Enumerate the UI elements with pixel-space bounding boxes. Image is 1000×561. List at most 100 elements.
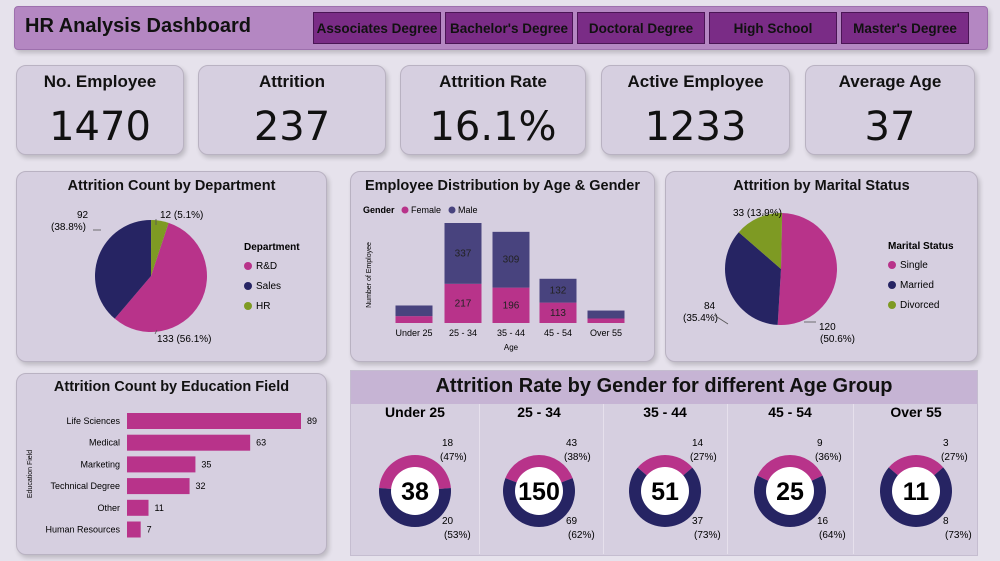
y-tick-label: Other	[97, 503, 120, 513]
donut-data-label: 20	[442, 516, 454, 527]
bar	[127, 413, 301, 429]
department-pie-chart: 133 (56.1%) 92(38.8%) 12 (5.1%) Department R…	[51, 210, 300, 345]
pie-leader-line	[154, 329, 158, 335]
pie-data-label: 33 (13.9%)	[733, 208, 782, 219]
slicer-doctoral-degree[interactable]: Doctoral Degree	[577, 12, 705, 44]
kpi-label: Attrition	[258, 72, 326, 91]
legend-title: Department	[244, 242, 300, 253]
donut-data-label: (62%)	[568, 530, 595, 541]
bar-data-label: 89	[307, 416, 317, 426]
donut-total-label: 51	[651, 478, 679, 506]
bar-data-label: 113	[550, 308, 566, 319]
legend-title: Gender	[363, 205, 395, 215]
marital-chart-card: Attrition by Marital Status 120 (50.6%) 84…	[665, 171, 978, 362]
bar	[127, 521, 141, 538]
donut-panel-title: Attrition Rate by Gender for different A…	[435, 375, 893, 397]
bar-data-label: 132	[550, 286, 567, 297]
donut-data-label: (27%)	[690, 452, 717, 463]
kpi-value: 1233	[644, 104, 747, 150]
divider	[603, 404, 604, 554]
donut-data-label: 9	[817, 438, 823, 449]
gender-age-donut-panel: Attrition Rate by Gender for different A…	[350, 370, 978, 556]
pie-data-label: (35.4%)	[683, 313, 718, 324]
bar	[127, 478, 190, 495]
donut-data-label: 37	[692, 516, 704, 527]
donut-hole	[391, 467, 439, 515]
x-axis-title: Age	[504, 343, 519, 352]
pie-data-label: 92	[77, 210, 89, 221]
donut-hole	[641, 467, 689, 515]
kpi-value: 1470	[49, 104, 151, 150]
divider	[479, 404, 480, 554]
x-tick-label: 25 - 34	[449, 328, 477, 338]
pie-slice-single	[777, 213, 837, 325]
pie-slice-married	[725, 232, 781, 325]
kpi-card-employees: No. Employee 1470	[16, 65, 184, 155]
x-tick-label: 35 - 44	[497, 328, 525, 338]
donut-data-label: 18	[442, 438, 454, 449]
pie-data-label: 12 (5.1%)	[160, 210, 203, 221]
y-tick-label: Medical	[89, 438, 120, 448]
legend-title: Marital Status	[888, 241, 954, 252]
legend-label: Divorced	[900, 300, 939, 311]
bar-male	[444, 223, 482, 284]
legend-label: Single	[900, 260, 928, 271]
legend-marker-male	[448, 206, 456, 214]
donut-data-label: 43	[566, 438, 578, 449]
bar	[127, 434, 251, 451]
bar-female	[539, 302, 577, 323]
legend-marker	[888, 281, 896, 289]
legend-label: R&D	[256, 261, 277, 272]
x-tick-label: 45 - 54	[544, 328, 572, 338]
donut-panel-header	[351, 371, 977, 404]
donut-data-label: (47%)	[440, 452, 467, 463]
donut-data-label: 8	[943, 516, 949, 527]
bar-data-label: 309	[503, 255, 520, 266]
bar-male	[587, 310, 625, 319]
kpi-card-attrition: Attrition 237	[198, 65, 386, 155]
slicer-bachelors-degree[interactable]: Bachelor's Degree	[445, 12, 573, 44]
pie-data-label: 120	[819, 322, 836, 333]
donut-hole	[515, 467, 563, 515]
kpi-value: 237	[253, 104, 331, 150]
bar-data-label: 63	[256, 438, 266, 448]
y-tick-label: Human Resources	[45, 525, 120, 535]
legend-label: HR	[256, 301, 270, 312]
kpi-value: 37	[864, 104, 916, 150]
legend-label: Married	[900, 280, 934, 291]
age-group-label: Over 55	[890, 404, 942, 420]
age-group-label: 45 - 54	[768, 404, 812, 420]
bar-data-label: 217	[455, 298, 472, 309]
donut-data-label: (73%)	[945, 530, 972, 541]
donut-total-label: 11	[903, 478, 930, 506]
slicer-high-school[interactable]: High School	[709, 12, 837, 44]
y-axis-title: Number of Employee	[366, 242, 373, 308]
y-tick-label: Marketing	[80, 459, 120, 469]
divider	[727, 404, 728, 554]
bar-data-label: 337	[455, 248, 472, 259]
slicer-masters-degree[interactable]: Master's Degree	[841, 12, 969, 44]
legend-marker-female	[401, 206, 409, 214]
y-axis-title: Education Field	[27, 450, 34, 498]
bar-male	[395, 305, 433, 317]
kpi-card-attrition-rate: Attrition Rate 16.1%	[400, 65, 586, 155]
y-tick-label: Life Sciences	[66, 416, 120, 426]
bar-data-label: 7	[147, 525, 152, 535]
bar-data-label: 196	[503, 300, 520, 311]
age-gender-bar-chart: Gender Female Male Number of Employee Age Und…	[363, 205, 625, 352]
bar-female	[395, 316, 433, 323]
legend-marker	[888, 301, 896, 309]
chart-title: Employee Distribution by Age & Gender	[364, 178, 640, 194]
slicer-associates-degree[interactable]: Associates Degree	[313, 12, 441, 44]
pie-data-label: 84	[704, 301, 716, 312]
donut-total-label: 38	[401, 478, 429, 506]
donut-data-label: (53%)	[444, 530, 471, 541]
bar	[127, 499, 149, 516]
legend-marker	[888, 261, 896, 269]
age-group-label: 25 - 34	[517, 404, 561, 420]
department-chart-card: Attrition Count by Department 133 (56.1%…	[16, 171, 327, 362]
pie-slice-divorced	[738, 213, 783, 269]
donut-data-label: (64%)	[819, 530, 846, 541]
kpi-label: Average Age	[838, 72, 942, 91]
donut-data-label: (36%)	[815, 452, 842, 463]
